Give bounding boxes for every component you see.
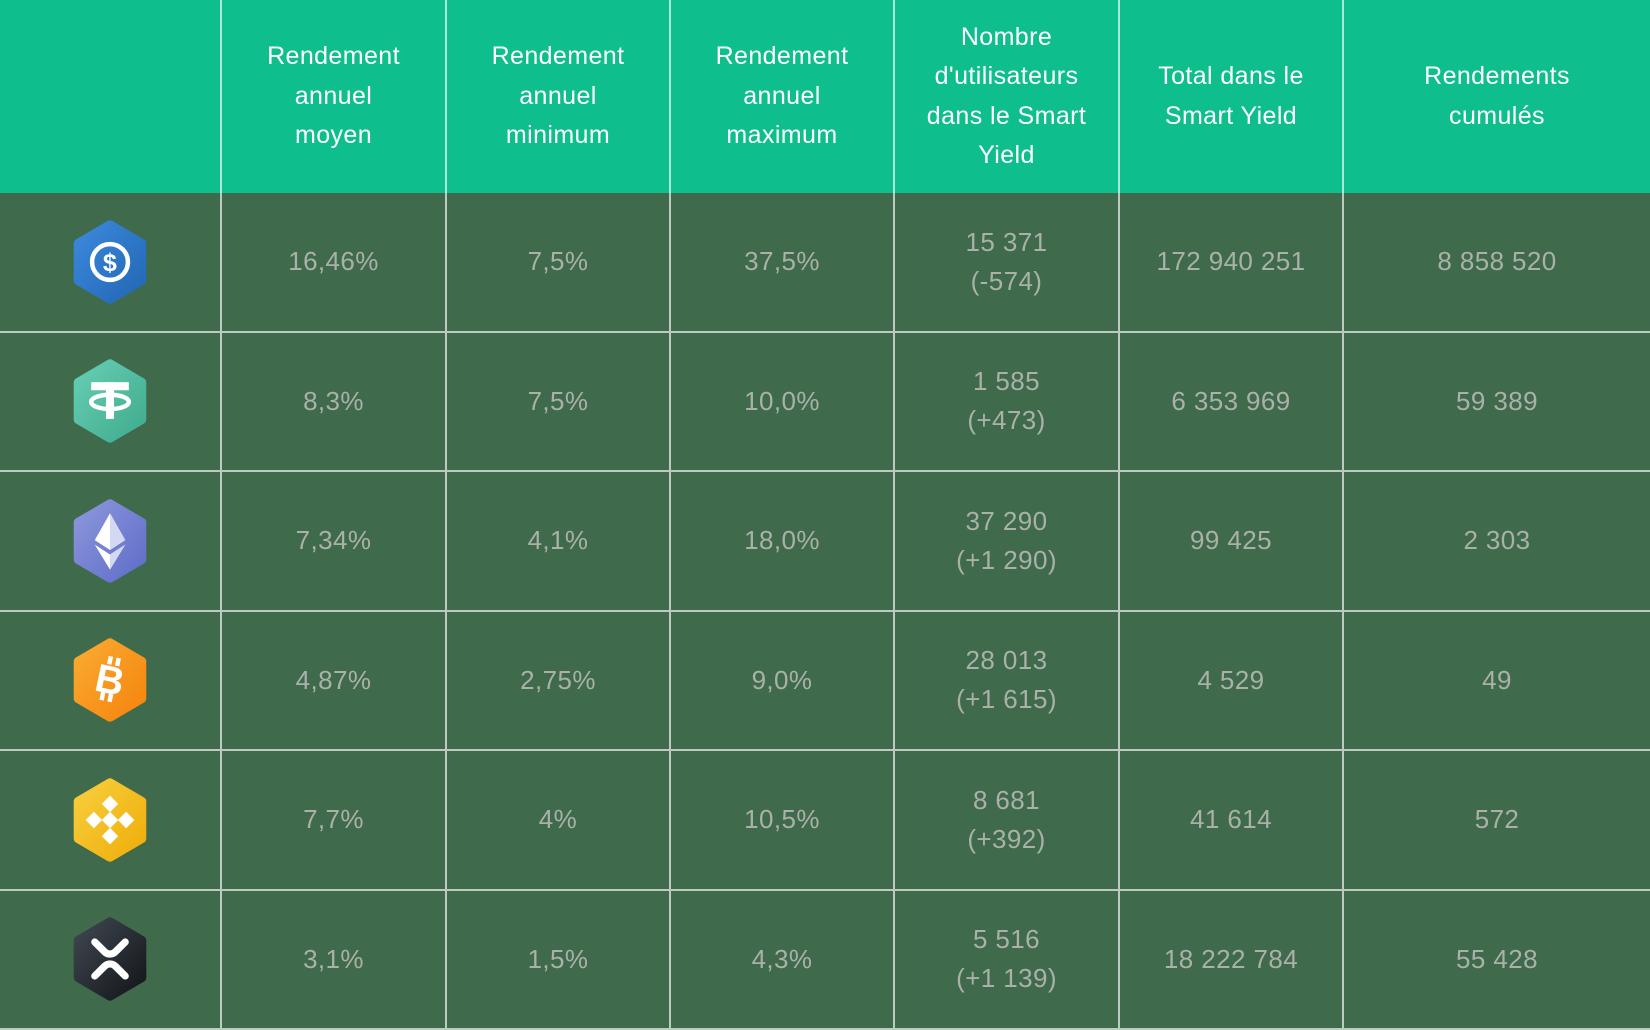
users-cell: 5 516 (+1 139)	[895, 890, 1120, 1030]
corner-cell	[0, 0, 222, 193]
asset-cell-tether	[0, 332, 222, 472]
max-yield-cell: 10,0%	[671, 332, 895, 472]
total-cell: 41 614	[1120, 751, 1344, 891]
max-yield-cell: 9,0%	[671, 611, 895, 751]
total-cell: 6 353 969	[1120, 332, 1344, 472]
min-yield-cell: 2,75%	[447, 611, 671, 751]
xrp-icon	[73, 917, 147, 1001]
column-header-label: Rendements cumulés	[1424, 62, 1570, 130]
min-yield-cell: 7,5%	[447, 193, 671, 333]
users-cell: 15 371 (-574)	[895, 193, 1120, 333]
users-delta: (+392)	[967, 823, 1046, 854]
bnb-icon	[73, 778, 147, 862]
users-count: 8 681	[972, 784, 1041, 815]
min-yield-cell: 4%	[447, 751, 671, 891]
tether-icon	[73, 359, 147, 443]
avg-yield-cell: 7,34%	[222, 472, 447, 612]
column-header-label: Rendement annuel minimum	[491, 42, 625, 150]
users-delta: (-574)	[970, 265, 1043, 296]
users-delta: (+473)	[967, 405, 1046, 436]
asset-cell-bitcoin: B	[0, 611, 222, 751]
avg-yield-cell: 7,7%	[222, 751, 447, 891]
users-cell: 1 585 (+473)	[895, 332, 1120, 472]
users-cell: 28 013 (+1 615)	[895, 611, 1120, 751]
asset-cell-ethereum	[0, 472, 222, 612]
ethereum-icon	[73, 499, 147, 583]
users-count: 28 013	[965, 645, 1048, 676]
column-header-label: Rendement annuel moyen	[267, 42, 400, 150]
column-header-users: Nombre d'utilisateurs dans le Smart Yiel…	[895, 0, 1120, 193]
users-delta: (+1 139)	[956, 963, 1057, 994]
column-header-label: Rendement annuel maximum	[715, 42, 849, 150]
cumulative-cell: 49	[1344, 611, 1650, 751]
total-cell: 4 529	[1120, 611, 1344, 751]
cumulative-cell: 59 389	[1344, 332, 1650, 472]
total-cell: 18 222 784	[1120, 890, 1344, 1030]
users-cell: 37 290 (+1 290)	[895, 472, 1120, 612]
usdc-icon: $	[73, 220, 147, 304]
max-yield-cell: 18,0%	[671, 472, 895, 612]
svg-text:$: $	[103, 249, 117, 277]
cumulative-cell: 2 303	[1344, 472, 1650, 612]
min-yield-cell: 4,1%	[447, 472, 671, 612]
asset-cell-bnb	[0, 751, 222, 891]
max-yield-cell: 10,5%	[671, 751, 895, 891]
column-header-min-yield: Rendement annuel minimum	[447, 0, 671, 193]
bitcoin-icon: B	[73, 638, 147, 722]
cumulative-cell: 55 428	[1344, 890, 1650, 1030]
users-delta: (+1 290)	[956, 544, 1057, 575]
cumulative-cell: 572	[1344, 751, 1650, 891]
column-header-total: Total dans le Smart Yield	[1120, 0, 1344, 193]
avg-yield-cell: 16,46%	[222, 193, 447, 333]
users-delta: (+1 615)	[956, 684, 1057, 715]
column-header-label: Total dans le Smart Yield	[1158, 62, 1304, 130]
users-cell: 8 681 (+392)	[895, 751, 1120, 891]
cumulative-cell: 8 858 520	[1344, 193, 1650, 333]
asset-cell-usdc: $	[0, 193, 222, 333]
avg-yield-cell: 8,3%	[222, 332, 447, 472]
users-count: 37 290	[965, 505, 1048, 536]
asset-cell-xrp	[0, 890, 222, 1030]
users-count: 15 371	[965, 226, 1048, 257]
column-header-cumulative: Rendements cumulés	[1344, 0, 1650, 193]
total-cell: 99 425	[1120, 472, 1344, 612]
max-yield-cell: 37,5%	[671, 193, 895, 333]
column-header-avg-yield: Rendement annuel moyen	[222, 0, 447, 193]
min-yield-cell: 7,5%	[447, 332, 671, 472]
users-count: 5 516	[972, 924, 1041, 955]
column-header-max-yield: Rendement annuel maximum	[671, 0, 895, 193]
avg-yield-cell: 4,87%	[222, 611, 447, 751]
column-header-label: Nombre d'utilisateurs dans le Smart Yiel…	[926, 22, 1087, 170]
users-count: 1 585	[972, 366, 1041, 397]
min-yield-cell: 1,5%	[447, 890, 671, 1030]
avg-yield-cell: 3,1%	[222, 890, 447, 1030]
max-yield-cell: 4,3%	[671, 890, 895, 1030]
total-cell: 172 940 251	[1120, 193, 1344, 333]
